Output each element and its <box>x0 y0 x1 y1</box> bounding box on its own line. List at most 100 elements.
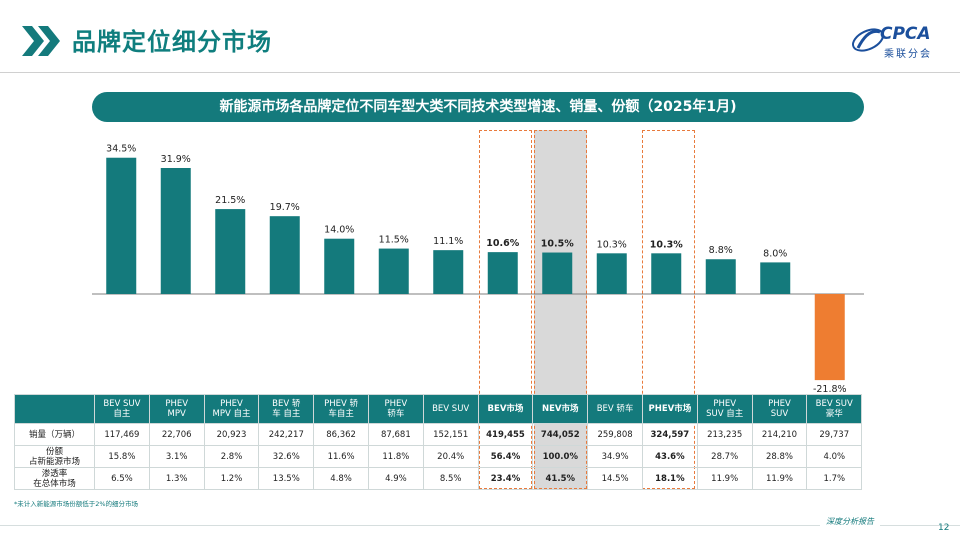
data-label-5: 11.5% <box>379 235 409 246</box>
bar-10 <box>651 253 682 294</box>
data-label-13: -21.8% <box>813 384 847 395</box>
table-cell: 18.1% <box>641 467 698 490</box>
bar-8 <box>542 252 573 294</box>
page-title: 品牌定位细分市场 <box>72 28 272 56</box>
data-label-2: 21.5% <box>215 195 245 206</box>
table-header-row: BEV SUV 自主 PHEV MPV PHEV MPV 自主 BEV 轿车 自主 PHEV … <box>14 394 863 424</box>
column-header: PHEV SUV <box>751 394 808 424</box>
table-cell: 11.9% <box>751 467 808 490</box>
table-cell: 56.4% <box>477 445 534 468</box>
table-row: 份额 占新能源市场 15.8% 3.1% 2.8% 32.6% 11.6% 11.8% 20.4… <box>14 445 863 468</box>
table-cell: 2.8% <box>203 445 260 468</box>
table-cell: 214,210 <box>751 423 808 446</box>
column-header: BEV SUV <box>422 394 479 424</box>
table-cell: 6.5% <box>94 467 150 490</box>
chevron-double-right-icon <box>22 26 60 56</box>
bar-7 <box>487 252 518 294</box>
column-header: PHEV市场 <box>641 394 698 424</box>
data-label-12: 8.0% <box>763 248 787 259</box>
bar-6 <box>433 250 464 294</box>
table-cell: 11.8% <box>367 445 424 468</box>
data-label-6: 11.1% <box>433 236 463 247</box>
footer-tag: 深度分析报告 <box>820 516 880 527</box>
table-cell: 11.9% <box>696 467 753 490</box>
data-label-10: 10.3% <box>650 239 683 250</box>
table-cell: 100.0% <box>532 445 589 468</box>
table-cell: 8.5% <box>422 467 479 490</box>
table-corner <box>14 394 95 424</box>
table-cell: 86,362 <box>313 423 369 446</box>
table-cell: 14.5% <box>587 467 643 490</box>
bar-1 <box>160 167 191 294</box>
table-cell: 20,923 <box>203 423 260 446</box>
column-header: PHEV SUV 自主 <box>696 394 753 424</box>
table-cell: 29,737 <box>806 423 863 446</box>
table-cell: 4.8% <box>313 467 369 490</box>
table-cell: 152,151 <box>422 423 479 446</box>
table-cell: 242,217 <box>258 423 315 446</box>
table-cell: 15.8% <box>94 445 150 468</box>
column-header: BEV SUV 豪华 <box>806 394 863 424</box>
table-cell: 4.9% <box>367 467 424 490</box>
table-cell: 87,681 <box>367 423 424 446</box>
table-cell: 23.4% <box>477 467 534 490</box>
data-label-1: 31.9% <box>161 154 191 165</box>
bar-12 <box>760 262 791 294</box>
bar-9 <box>596 253 627 294</box>
data-table: BEV SUV 自主 PHEV MPV PHEV MPV 自主 BEV 轿车 自主 PHEV … <box>14 394 863 490</box>
table-cell: 213,235 <box>696 423 753 446</box>
table-cell: 28.7% <box>696 445 753 468</box>
table-cell: 41.5% <box>532 467 589 490</box>
bar-11 <box>705 259 736 294</box>
bar-5 <box>378 248 409 294</box>
column-header: PHEV MPV 自主 <box>203 394 260 424</box>
data-label-11: 8.8% <box>709 245 733 256</box>
table-row: 渗透率 在总体市场 6.5% 1.3% 1.2% 13.5% 4.8% 4.9% 8.5% 23.… <box>14 467 863 490</box>
logo-subtext: 乘联分会 <box>884 49 932 60</box>
table-cell: 20.4% <box>422 445 479 468</box>
column-header: BEV 轿车 自主 <box>258 394 315 424</box>
bar-0 <box>106 157 137 294</box>
table-cell: 4.0% <box>806 445 863 468</box>
table-cell: 28.8% <box>751 445 808 468</box>
table-cell: 1.7% <box>806 467 863 490</box>
data-label-3: 19.7% <box>270 202 300 213</box>
table-cell: 117,469 <box>94 423 150 446</box>
bar-2 <box>215 209 246 294</box>
table-cell: 1.3% <box>148 467 205 490</box>
data-label-9: 10.3% <box>597 239 627 250</box>
row-label: 渗透率 在总体市场 <box>14 467 95 490</box>
bar-13 <box>814 294 845 381</box>
table-cell: 13.5% <box>258 467 315 490</box>
table-cell: 744,052 <box>532 423 589 446</box>
bar-4 <box>324 238 355 294</box>
column-header: BEV 轿车 <box>587 394 643 424</box>
table-cell: 1.2% <box>203 467 260 490</box>
logo-text: CPCA <box>880 24 931 44</box>
table-cell: 3.1% <box>148 445 205 468</box>
chart-banner-title: 新能源市场各品牌定位不同车型大类不同技术类型增速、销量、份额（2025年1月) <box>92 92 864 122</box>
table-cell: 324,597 <box>641 423 698 446</box>
bar-3 <box>269 216 300 294</box>
footnote: *未计入新能源市场份额低于2%的细分市场 <box>14 500 139 508</box>
column-header: NEV市场 <box>532 394 589 424</box>
table-cell: 11.6% <box>313 445 369 468</box>
column-header: BEV SUV 自主 <box>94 394 150 424</box>
table-cell: 22,706 <box>148 423 205 446</box>
column-header: PHEV MPV <box>148 394 205 424</box>
table-cell: 43.6% <box>641 445 698 468</box>
data-label-0: 34.5% <box>106 144 136 155</box>
data-label-7: 10.6% <box>486 238 519 249</box>
header-divider <box>0 72 960 73</box>
data-label-8: 10.5% <box>541 239 574 250</box>
table-cell: 419,455 <box>477 423 534 446</box>
column-header: PHEV 轿车自主 <box>313 394 369 424</box>
table-cell: 34.9% <box>587 445 643 468</box>
data-label-4: 14.0% <box>324 225 354 236</box>
footer-divider <box>0 525 960 526</box>
row-label: 份额 占新能源市场 <box>14 445 95 468</box>
column-header: PHEV 轿车 <box>367 394 424 424</box>
cpca-logo-icon <box>852 28 884 52</box>
table-cell: 259,808 <box>587 423 643 446</box>
